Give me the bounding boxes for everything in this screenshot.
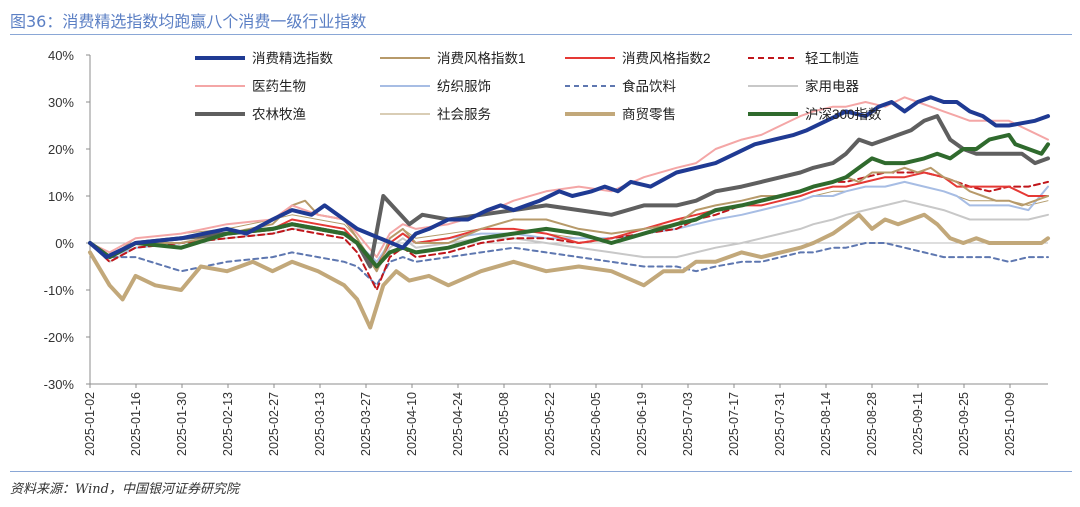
y-tick-label: 20% xyxy=(48,142,74,157)
series-line-8 xyxy=(88,114,1050,269)
x-tick-label: 2025-08-28 xyxy=(865,392,879,456)
y-tick-label: -30% xyxy=(44,377,75,392)
x-tick-label: 2025-02-27 xyxy=(267,392,281,456)
legend-label: 社会服务 xyxy=(437,107,491,122)
x-tick-label: 2025-05-08 xyxy=(497,392,511,456)
x-tick-label: 2025-03-27 xyxy=(359,392,373,456)
source-note: 资料来源：Wind，中国银河证券研究院 xyxy=(10,482,239,497)
series-line-11 xyxy=(88,132,1050,269)
x-tick-label: 2025-06-05 xyxy=(589,392,603,456)
x-tick-label: 2025-07-31 xyxy=(773,392,787,456)
x-tick-label: 2025-02-13 xyxy=(221,392,235,456)
legend-label: 消费风格指数1 xyxy=(437,51,526,66)
legend-label: 纺织服饰 xyxy=(437,79,491,94)
legend-label: 消费风格指数2 xyxy=(622,51,711,66)
series-line-4 xyxy=(89,96,1049,259)
legend-label: 农林牧渔 xyxy=(252,107,306,122)
series-line-0 xyxy=(88,95,1050,260)
legend-label: 轻工制造 xyxy=(805,51,859,66)
x-tick-label: 2025-09-11 xyxy=(911,392,925,455)
legend-label: 医药生物 xyxy=(252,79,306,94)
legend-label: 消费精选指数 xyxy=(252,51,333,66)
line-chart: -30% -20% -10% 0% 10% 20% 30% 40% 2025-01-02 2025… xyxy=(44,48,1050,456)
x-tick-label: 2025-10-09 xyxy=(1003,392,1017,456)
legend-label: 食品饮料 xyxy=(622,78,676,94)
x-tick-label: 2025-04-10 xyxy=(405,392,419,456)
series-line-6 xyxy=(89,242,1049,287)
source-rule xyxy=(10,471,1072,472)
title-rule xyxy=(10,34,1072,35)
y-tick-label: 10% xyxy=(48,189,74,204)
x-tick-label: 2025-07-03 xyxy=(681,392,695,456)
y-tick-label: 40% xyxy=(48,48,74,63)
x-tick-label: 2025-05-22 xyxy=(543,392,557,456)
y-tick-label: 0% xyxy=(55,236,74,251)
legend-label: 沪深300指数 xyxy=(805,107,882,122)
series-line-10 xyxy=(88,212,1050,330)
x-tick-label: 2025-04-24 xyxy=(451,392,465,456)
legend-label: 家用电器 xyxy=(805,78,859,94)
x-tick-label: 2025-01-16 xyxy=(129,392,143,456)
x-tick-label: 2025-03-13 xyxy=(313,392,327,456)
x-tick-label: 2025-08-14 xyxy=(819,392,833,456)
series-lines xyxy=(88,95,1050,330)
series-line-1 xyxy=(89,166,1049,273)
series-line-2 xyxy=(89,171,1049,268)
x-tick-label: 2025-01-02 xyxy=(83,392,97,456)
y-tick-label: 30% xyxy=(48,95,74,110)
legend-label: 商贸零售 xyxy=(622,107,676,122)
x-tick-label: 2025-09-25 xyxy=(957,392,971,456)
figure-title: 图36：消费精选指数均跑赢八个消费一级行业指数 xyxy=(10,12,367,31)
axes: -30% -20% -10% 0% 10% 20% 30% 40% 2025-01-02 2025… xyxy=(44,48,1048,456)
y-tick-label: -10% xyxy=(44,283,75,298)
y-tick-label: -20% xyxy=(44,330,75,345)
x-tick-label: 2025-01-30 xyxy=(175,392,189,456)
x-tick-label: 2025-07-17 xyxy=(727,392,741,456)
x-tick-label: 2025-06-19 xyxy=(635,392,649,456)
series-line-7 xyxy=(89,199,1049,273)
